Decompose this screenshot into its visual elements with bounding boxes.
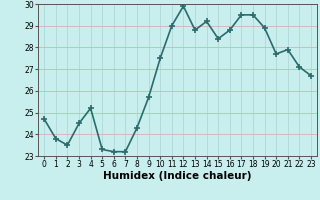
X-axis label: Humidex (Indice chaleur): Humidex (Indice chaleur) — [103, 171, 252, 181]
